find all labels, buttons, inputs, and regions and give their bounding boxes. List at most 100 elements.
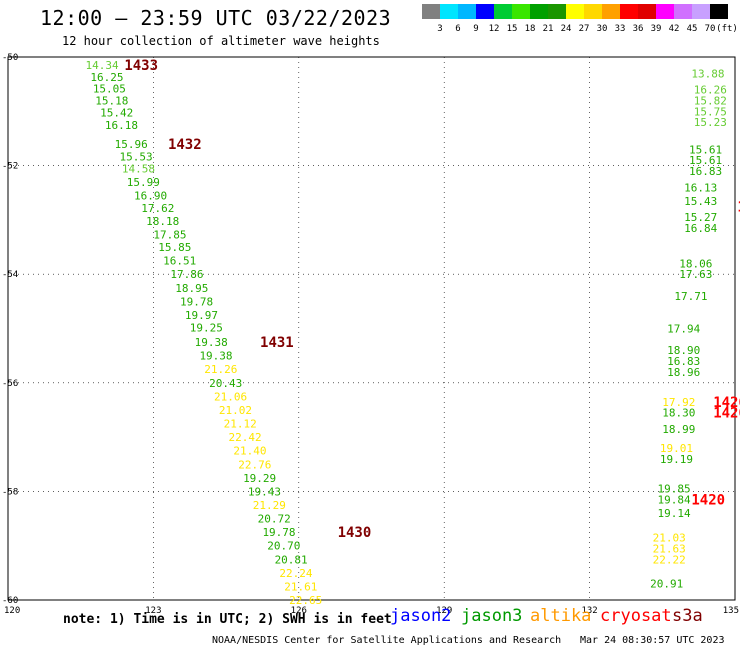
legend-swatch xyxy=(602,4,620,19)
swh-value: 19.29 xyxy=(243,472,276,485)
swh-value: 18.90 xyxy=(667,344,700,357)
satellite-label-altika: altika xyxy=(530,606,592,626)
x-tick-label: 123 xyxy=(145,606,161,616)
swh-value: 20.70 xyxy=(267,540,300,553)
swh-value: 16.90 xyxy=(134,189,167,202)
legend-swatch xyxy=(548,4,566,19)
x-tick-label: 126 xyxy=(291,606,307,616)
track-labels: 14331432143114301142014201420 xyxy=(124,58,740,541)
swh-value: 21.40 xyxy=(233,445,266,458)
swh-value: 16.13 xyxy=(684,181,717,194)
swh-value: 22.22 xyxy=(653,553,686,566)
swh-value: 15.96 xyxy=(115,138,148,151)
y-tick-label: -50 xyxy=(2,53,18,63)
legend-label: 36 xyxy=(632,24,644,34)
legend-swatch xyxy=(512,4,530,19)
swh-value: 19.01 xyxy=(660,442,693,455)
track-id-label: 1431 xyxy=(260,335,294,351)
swh-value: 17.94 xyxy=(667,323,700,336)
swh-value: 16.25 xyxy=(90,71,123,84)
swh-value: 22.76 xyxy=(238,458,271,471)
swh-value: 21.26 xyxy=(204,363,237,376)
swh-value: 21.61 xyxy=(284,580,317,593)
swh-value: 18.30 xyxy=(662,407,695,420)
legend-label: 42 xyxy=(668,24,680,34)
swh-value: 19.38 xyxy=(195,336,228,349)
track-id-label: 1420 xyxy=(713,406,740,422)
swh-value: 16.51 xyxy=(163,255,196,268)
satellite-label-jason2: jason2 xyxy=(390,606,452,626)
swh-value: 18.18 xyxy=(146,215,179,228)
swh-value: 19.78 xyxy=(180,295,213,308)
swh-value: 15.85 xyxy=(158,241,191,254)
swh-value: 21.02 xyxy=(219,404,252,417)
swh-value: 15.75 xyxy=(694,105,727,118)
swh-value: 13.88 xyxy=(691,67,724,80)
legend-swatch xyxy=(620,4,638,19)
track-id-label: 1 xyxy=(737,199,740,215)
swh-value: 21.12 xyxy=(224,418,257,431)
swh-value: 20.91 xyxy=(650,578,683,591)
legend-label: 33 xyxy=(614,24,626,34)
swh-value: 15.18 xyxy=(95,94,128,107)
x-tick-label: 129 xyxy=(436,606,452,616)
swh-value: 16.83 xyxy=(667,355,700,368)
swh-value: 19.43 xyxy=(248,485,281,498)
swh-value: 15.61 xyxy=(689,154,722,167)
satellite-label-jason3: jason3 xyxy=(461,606,523,626)
swh-value: 19.25 xyxy=(190,321,223,334)
swh-value: 15.42 xyxy=(100,106,133,119)
legend-swatch xyxy=(692,4,710,19)
page-title: 12:00 – 23:59 UTC 03/22/2023 xyxy=(40,6,392,30)
legend-swatch xyxy=(710,4,728,19)
swh-value: 15.82 xyxy=(694,94,727,107)
track-id-label: 1430 xyxy=(338,525,372,541)
grid-lines xyxy=(8,57,735,600)
swh-value: 15.61 xyxy=(689,143,722,156)
swh-value: 19.14 xyxy=(657,507,690,520)
legend-swatch xyxy=(422,4,440,19)
legend-label: 12 xyxy=(488,24,500,34)
swh-value: 14.58 xyxy=(122,162,155,175)
swh-value: 19.19 xyxy=(660,453,693,466)
legend-swatch xyxy=(638,4,656,19)
legend-label: 24 xyxy=(560,24,572,34)
swh-value: 15.53 xyxy=(119,150,152,163)
track-id-label: 1420 xyxy=(713,395,740,411)
swh-value: 15.23 xyxy=(694,116,727,129)
swh-value: 18.96 xyxy=(667,366,700,379)
satellite-label-s3a: s3a xyxy=(672,606,703,626)
legend-swatch xyxy=(476,4,494,19)
swh-value: 17.85 xyxy=(153,229,186,242)
swh-value: 21.29 xyxy=(253,499,286,512)
legend-label: 39 xyxy=(650,24,662,34)
y-tick-label: -60 xyxy=(2,596,18,606)
swh-value: 19.97 xyxy=(185,309,218,322)
legend-label: 30 xyxy=(596,24,608,34)
plot-frame xyxy=(7,56,736,601)
swh-value: 19.85 xyxy=(657,483,690,496)
x-tick-label: 120 xyxy=(4,606,20,616)
swh-value: 16.26 xyxy=(694,84,727,97)
track-id-label: 1420 xyxy=(691,493,725,509)
y-tick-label: -54 xyxy=(2,270,18,280)
swh-value: 20.81 xyxy=(275,553,308,566)
y-tick-label: -58 xyxy=(2,487,18,497)
swh-value: 17.63 xyxy=(679,268,712,281)
swh-value: 19.84 xyxy=(657,494,690,507)
legend-label: 45 xyxy=(686,24,698,34)
swh-value: 19.38 xyxy=(199,350,232,363)
swh-value: 20.43 xyxy=(209,377,242,390)
footnote: note: 1) Time is in UTC; 2) SWH is in fe… xyxy=(63,612,392,627)
swh-value: 21.63 xyxy=(653,542,686,555)
swh-value: 15.27 xyxy=(684,211,717,224)
swh-value: 17.62 xyxy=(141,202,174,215)
swh-value: 21.03 xyxy=(653,532,686,545)
y-tick-label: -52 xyxy=(2,162,18,172)
axes: 120 123 126 129 132 135 -50 -52 -54 -56 -58 -60 xyxy=(2,53,739,616)
legend-swatch xyxy=(566,4,584,19)
swh-value: 15.43 xyxy=(684,195,717,208)
legend-swatch xyxy=(674,4,692,19)
